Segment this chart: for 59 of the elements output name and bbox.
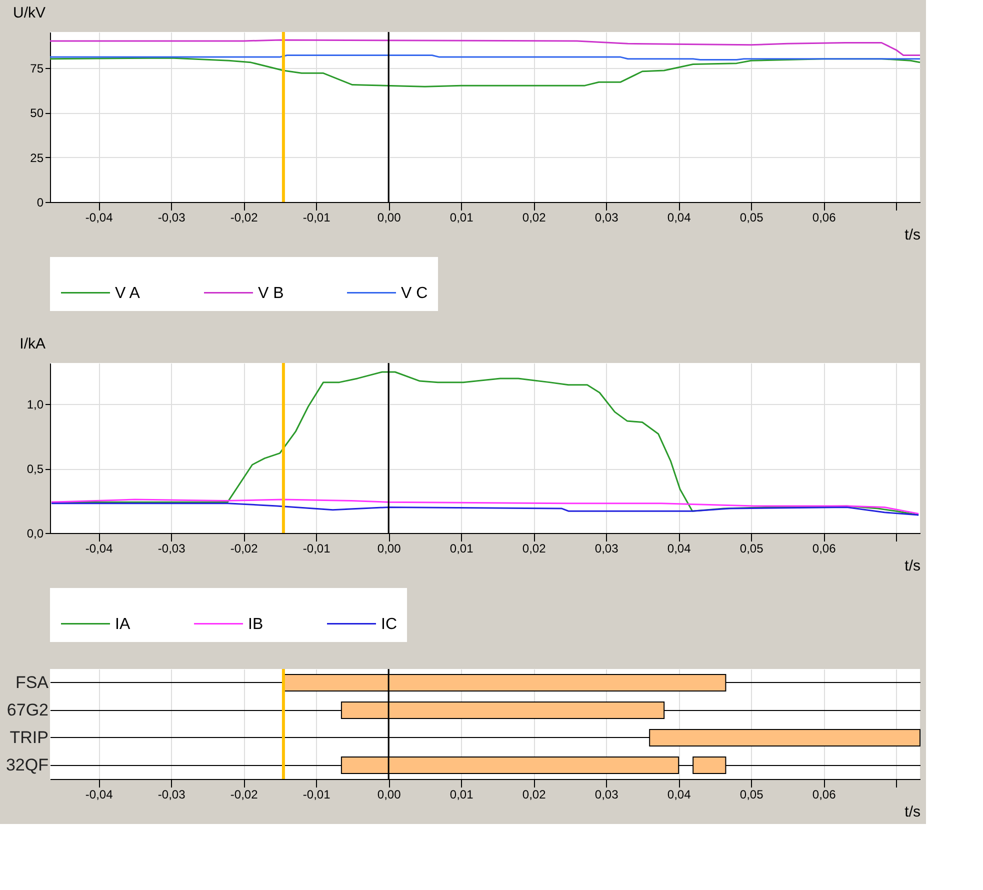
x-tick-label: -0,01 [302, 542, 331, 556]
x-tick-label: 0,01 [450, 788, 474, 802]
legend-label: V A [115, 284, 140, 302]
x-tick-label: 0,03 [594, 788, 619, 802]
y-tick-label: 0 [36, 196, 44, 210]
y-tick-label: 0,0 [26, 526, 44, 540]
x-tick-label: -0,01 [302, 210, 331, 224]
x-tick-label: -0,03 [158, 210, 186, 224]
x-tick-label: -0,02 [230, 210, 258, 224]
x-tick-label: 0,02 [522, 542, 546, 556]
x-tick-label: 0,02 [522, 210, 546, 224]
x-tick-label: -0,04 [85, 542, 114, 556]
x-tick-label: 0,05 [740, 210, 764, 224]
y-tick-label: 50 [30, 106, 44, 120]
y-axis-title: U/kV [12, 4, 46, 22]
x-tick-label: 0,04 [667, 788, 692, 802]
x-tick-label: 0,06 [812, 788, 836, 802]
legend-label: V B [258, 284, 284, 302]
line-series [50, 502, 920, 516]
x-tick-label: 0,00 [377, 542, 402, 556]
line-series [49, 39, 921, 56]
x-tick-label: 0,02 [522, 788, 546, 802]
legend-label: IA [115, 616, 130, 633]
x-tick-label: -0,02 [230, 788, 258, 802]
x-tick-label: 0,03 [594, 542, 619, 556]
y-tick-label: 0,5 [26, 462, 44, 476]
x-tick-label: -0,02 [230, 542, 258, 556]
y-tick-label: 1,0 [26, 398, 44, 412]
line-series [49, 57, 921, 88]
legend-label: V C [401, 284, 428, 302]
x-tick-label: -0,04 [85, 210, 114, 224]
x-tick-label: 0,06 [812, 210, 836, 224]
legend-label: IC [381, 616, 397, 633]
x-axis-title: t/s [904, 226, 920, 244]
x-tick-label: 0,05 [740, 542, 764, 556]
x-tick-label: 0,01 [450, 542, 474, 556]
x-tick-label: 0,00 [377, 210, 402, 224]
x-tick-label: 0,04 [667, 210, 692, 224]
x-tick-label: 0,00 [377, 788, 402, 802]
x-axis-title: t/s [904, 804, 920, 820]
y-tick-label: 32QF [6, 755, 48, 774]
legend-label: IB [248, 616, 264, 633]
x-axis-title: t/s [904, 558, 920, 574]
y-tick-label: 75 [30, 61, 44, 76]
y-tick-label: TRIP [10, 728, 48, 747]
x-tick-label: -0,04 [85, 788, 114, 802]
x-tick-label: 0,03 [594, 210, 619, 224]
x-tick-label: -0,03 [158, 542, 186, 556]
y-tick-label: 25 [30, 150, 44, 165]
y-tick-label: FSA [15, 672, 50, 692]
line-series [50, 498, 920, 514]
x-tick-label: -0,01 [302, 788, 331, 802]
y-tick-label: 67G2 [6, 700, 48, 720]
x-tick-label: 0,04 [667, 542, 692, 556]
x-tick-label: 0,05 [740, 788, 764, 802]
y-axis-title: I/kA [20, 336, 46, 352]
x-tick-label: -0,03 [158, 788, 186, 802]
x-tick-label: 0,01 [450, 210, 474, 224]
x-tick-label: 0,06 [812, 542, 836, 556]
